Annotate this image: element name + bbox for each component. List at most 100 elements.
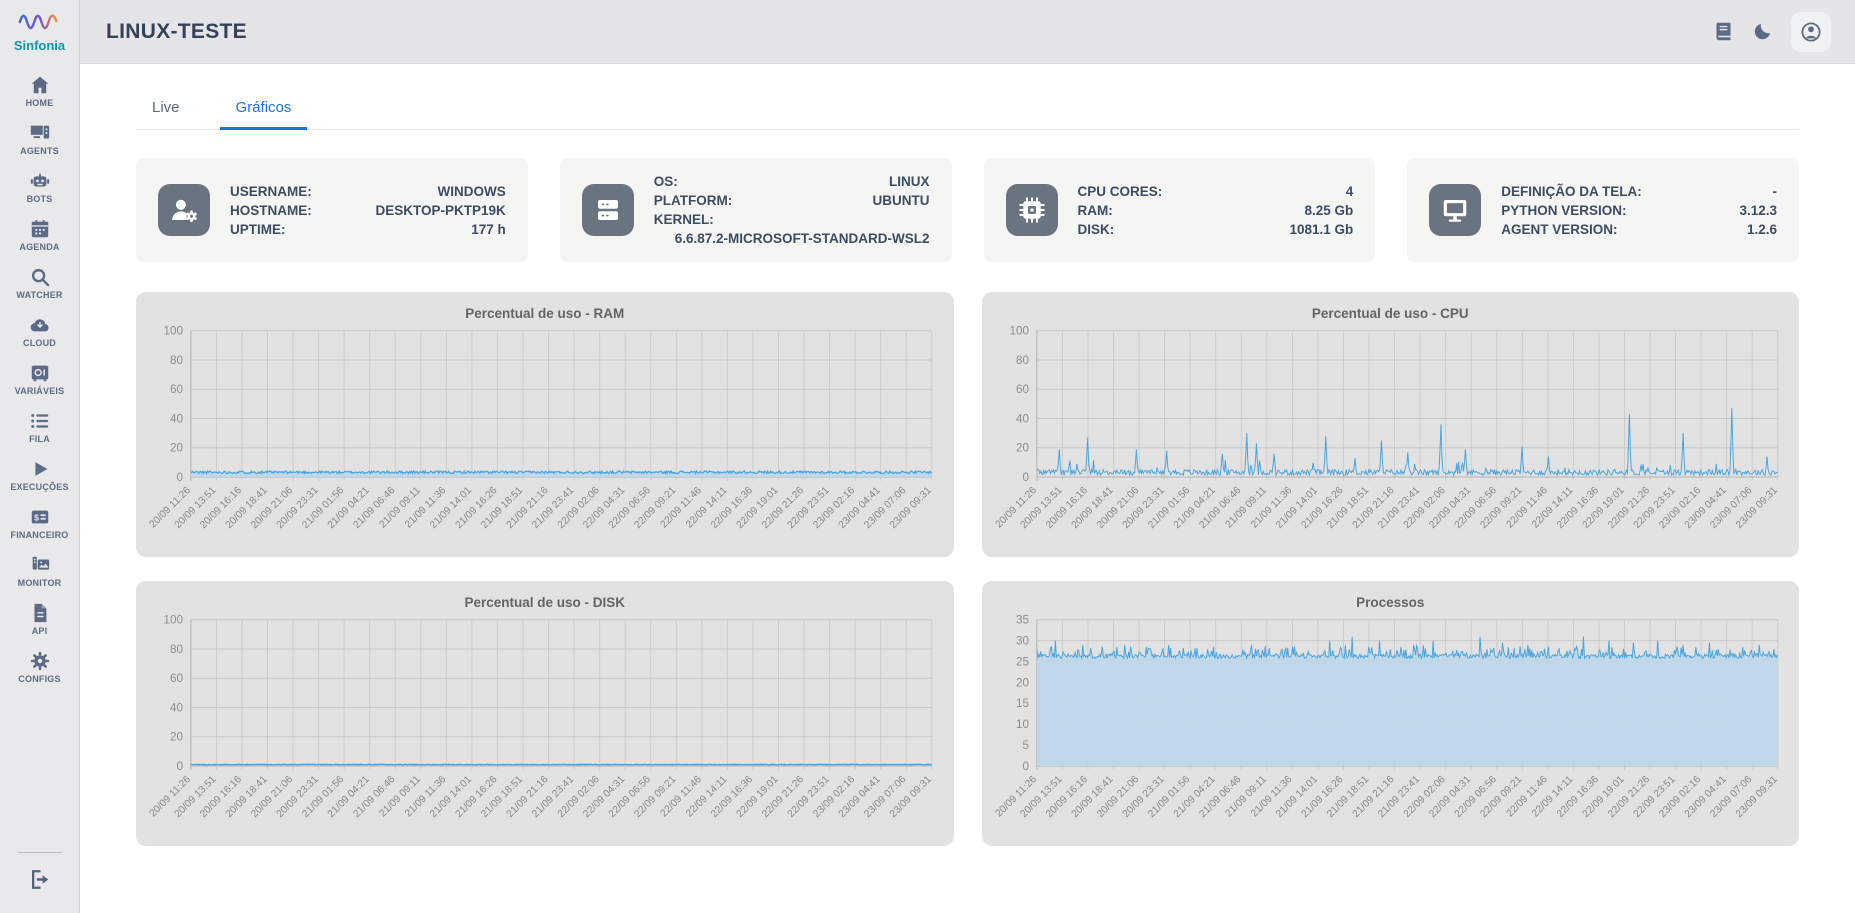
info-label: USERNAME: xyxy=(230,183,312,199)
sidebar-item-label: CONFIGS xyxy=(18,674,61,684)
sidebar-item-label: VARIÁVEIS xyxy=(14,386,65,396)
sidebar-item-variaveis[interactable]: VARIÁVEIS xyxy=(2,361,78,396)
info-label: PLATFORM: xyxy=(653,193,733,208)
cpu-chip-icon xyxy=(1005,184,1058,236)
info-label: DEFINIÇÃO DA TELA: xyxy=(1501,183,1642,199)
chart-card-processos: Processos 20/09 11:26 20/09 13:51 20/09 16:… xyxy=(981,581,1799,847)
sidebar-item-agenda[interactable]: AGENDA xyxy=(2,217,78,252)
docs-icon[interactable] xyxy=(1713,21,1734,42)
sinfonia-logo-icon xyxy=(17,8,63,37)
sidebar-item-agents[interactable]: AGENTS xyxy=(2,121,78,156)
tab-live[interactable]: Live xyxy=(152,99,180,116)
info-row: PLATFORM: UBUNTU xyxy=(654,191,930,210)
y-tick-label: 15 xyxy=(1016,697,1030,710)
sidebar-item-label: AGENTS xyxy=(20,146,59,156)
info-value: 3.12.3 xyxy=(1739,202,1777,218)
sidebar-item-bots[interactable]: BOTS xyxy=(2,169,78,204)
y-tick-label: 20 xyxy=(1016,442,1030,455)
sidebar-item-configs[interactable]: CONFIGS xyxy=(2,649,78,684)
y-tick-label: 35 xyxy=(1016,614,1030,627)
info-card-3: DEFINIÇÃO DA TELA: - PYTHON VERSION: 3.12.3… xyxy=(1407,158,1799,262)
y-tick-label: 5 xyxy=(1022,739,1029,752)
sidebar-item-monitor[interactable]: MONITOR xyxy=(2,553,78,588)
y-tick-label: 0 xyxy=(1022,760,1029,773)
y-tick-label: 80 xyxy=(170,354,184,367)
info-card-2: CPU CORES: 4 RAM: 8.25 Gb DISK: 1081.1 Gb xyxy=(983,158,1376,262)
y-tick-label: 20 xyxy=(170,442,184,455)
bots-icon xyxy=(29,169,51,192)
info-label: CPU CORES: xyxy=(1077,183,1163,199)
sidebar-item-api[interactable]: API xyxy=(2,601,78,636)
info-value: 8.25 Gb xyxy=(1304,202,1354,218)
y-tick-label: 100 xyxy=(164,614,184,627)
y-tick-label: 60 xyxy=(170,672,184,685)
logout-button[interactable] xyxy=(27,867,52,897)
tab-graficos[interactable]: Gráficos xyxy=(219,90,308,130)
info-row: DEFINIÇÃO DA TELA: - xyxy=(1501,182,1777,201)
info-value: 177 h xyxy=(471,221,506,237)
y-tick-label: 20 xyxy=(170,731,184,744)
y-tick-label: 0 xyxy=(177,471,184,484)
main-column: LINUX-TESTE Live Gráficos USERNAME: WINDOW… xyxy=(80,0,1855,913)
info-row: USERNAME: WINDOWS xyxy=(230,182,506,201)
y-tick-label: 0 xyxy=(177,760,184,773)
info-row: DISK: 1081.1 Gb xyxy=(1078,220,1354,239)
info-card-0: USERNAME: WINDOWS HOSTNAME: DESKTOP-PKTP19K… xyxy=(136,158,528,262)
y-tick-label: 80 xyxy=(170,643,184,656)
info-value: 4 xyxy=(1345,183,1354,199)
y-tick-label: 60 xyxy=(1016,383,1030,396)
info-card-1: OS: LINUX PLATFORM: UBUNTU KERNEL: 6.6.87.2-M… xyxy=(559,158,952,262)
api-icon xyxy=(29,601,51,624)
sidebar-item-fila[interactable]: FILA xyxy=(2,409,78,444)
info-row: RAM: 8.25 Gb xyxy=(1078,201,1354,220)
info-card-rows: USERNAME: WINDOWS HOSTNAME: DESKTOP-PKTP19K… xyxy=(230,182,506,239)
sidebar-item-home[interactable]: HOME xyxy=(2,73,78,108)
info-label: HOSTNAME: xyxy=(230,202,312,218)
sidebar-nav: HOME AGENTS BOTS AGENDA WATCHER CLOUD VARIÁVEI… xyxy=(2,73,78,684)
server-icon xyxy=(581,184,634,236)
y-tick-label: 0 xyxy=(1022,471,1029,484)
info-label: PYTHON VERSION: xyxy=(1501,202,1627,218)
info-row: HOSTNAME: DESKTOP-PKTP19K xyxy=(230,201,506,220)
user-gear-icon xyxy=(158,184,210,236)
info-value: 6.6.87.2-MICROSOFT-STANDARD-WSL2 xyxy=(674,231,930,246)
sidebar-item-label: CLOUD xyxy=(23,338,56,348)
info-card-rows: DEFINIÇÃO DA TELA: - PYTHON VERSION: 3.12.3… xyxy=(1501,182,1777,239)
display-icon xyxy=(1429,184,1482,236)
sidebar-item-cloud[interactable]: CLOUD xyxy=(2,313,78,348)
info-value: 1.2.6 xyxy=(1746,221,1777,237)
y-tick-label: 40 xyxy=(170,412,184,425)
info-label: DISK: xyxy=(1077,221,1115,237)
info-cards-row: USERNAME: WINDOWS HOSTNAME: DESKTOP-PKTP19K… xyxy=(136,158,1799,262)
info-row: UPTIME: 177 h xyxy=(230,220,506,239)
logo[interactable]: Sinfonia xyxy=(14,8,65,53)
svg-text:$: $ xyxy=(34,512,39,522)
dark-mode-icon[interactable] xyxy=(1752,21,1773,42)
sidebar-item-execucoes[interactable]: EXECUÇÕES xyxy=(2,457,78,492)
watcher-icon xyxy=(29,265,51,288)
sidebar-item-financeiro[interactable]: $ FINANCEIRO xyxy=(2,505,78,540)
header-icons xyxy=(1713,11,1831,52)
info-label: KERNEL: xyxy=(653,212,714,227)
info-card-rows: OS: LINUX PLATFORM: UBUNTU KERNEL: 6.6.87.2-M… xyxy=(654,172,930,248)
fila-icon xyxy=(29,409,51,432)
sidebar-item-label: WATCHER xyxy=(16,290,63,300)
account-icon[interactable] xyxy=(1791,11,1831,52)
info-row: AGENT VERSION: 1.2.6 xyxy=(1501,220,1777,239)
charts-grid: Percentual de uso - RAM 20/09 11:26 20/09 … xyxy=(136,292,1799,847)
sidebar-item-label: API xyxy=(31,626,48,636)
info-label: UPTIME: xyxy=(230,221,286,237)
sidebar-item-watcher[interactable]: WATCHER xyxy=(2,265,78,300)
info-label: AGENT VERSION: xyxy=(1501,221,1618,237)
sidebar-item-label: MONITOR xyxy=(17,578,62,588)
y-tick-label: 100 xyxy=(164,325,184,338)
chart-title: Percentual de uso - CPU xyxy=(1311,306,1469,321)
y-tick-label: 60 xyxy=(170,383,184,396)
tabs: Live Gráficos xyxy=(136,90,1799,130)
variaveis-icon xyxy=(29,361,51,384)
execucoes-icon xyxy=(29,457,51,480)
